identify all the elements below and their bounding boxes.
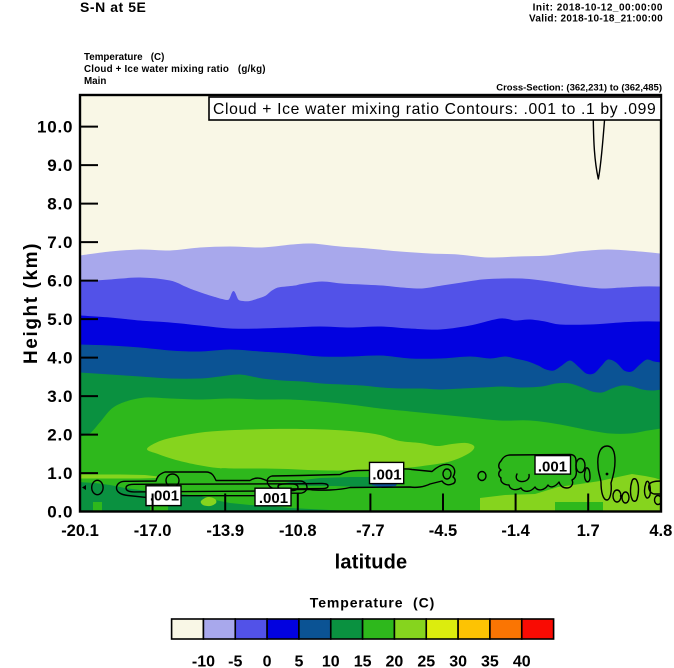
- svg-text:15: 15: [354, 653, 372, 668]
- svg-text:4.0: 4.0: [47, 349, 73, 368]
- svg-text:S-N at 5E: S-N at 5E: [80, 0, 146, 15]
- svg-text:3.0: 3.0: [47, 387, 73, 406]
- svg-text:1.0: 1.0: [47, 464, 73, 483]
- svg-text:Valid: 2018-10-18_21:00:00: Valid: 2018-10-18_21:00:00: [529, 14, 663, 25]
- svg-text:.001: .001: [150, 487, 179, 504]
- svg-text:-5: -5: [228, 653, 242, 668]
- svg-text:-17.0: -17.0: [134, 522, 172, 540]
- svg-text:.001: .001: [372, 467, 401, 484]
- svg-text:-10.8: -10.8: [279, 522, 317, 540]
- svg-text:40: 40: [513, 653, 531, 668]
- svg-text:10.0: 10.0: [37, 118, 73, 137]
- svg-text:latitude: latitude: [335, 552, 408, 574]
- svg-text:Cloud + Ice water mixing ratio: Cloud + Ice water mixing ratio (g/kg): [84, 64, 266, 75]
- svg-text:Height (km): Height (km): [21, 242, 42, 364]
- svg-text:-10: -10: [192, 653, 215, 668]
- svg-text:.001: .001: [538, 458, 567, 475]
- svg-text:10: 10: [322, 653, 340, 668]
- svg-text:-1.4: -1.4: [501, 522, 530, 540]
- svg-text:-7.7: -7.7: [356, 522, 384, 540]
- svg-text:Cross-Section: (362,231) to (3: Cross-Section: (362,231) to (362,485): [496, 83, 662, 94]
- svg-text:7.0: 7.0: [47, 233, 73, 252]
- svg-text:Cloud + Ice water mixing ratio: Cloud + Ice water mixing ratio Contours:…: [213, 101, 656, 118]
- svg-text:30: 30: [449, 653, 467, 668]
- svg-text:25: 25: [417, 653, 435, 668]
- svg-text:2.0: 2.0: [47, 426, 73, 445]
- svg-text:5.0: 5.0: [47, 310, 73, 329]
- svg-text:.001: .001: [259, 490, 288, 507]
- svg-text:6.0: 6.0: [47, 272, 73, 291]
- svg-text:-13.9: -13.9: [206, 522, 244, 540]
- svg-text:Temperature (C): Temperature (C): [310, 595, 435, 611]
- svg-text:0: 0: [263, 653, 272, 668]
- svg-text:-4.5: -4.5: [429, 522, 457, 540]
- svg-text:0.0: 0.0: [47, 503, 73, 522]
- svg-text:4.8: 4.8: [649, 522, 672, 540]
- svg-text:35: 35: [481, 653, 499, 668]
- svg-text:Temperature (C): Temperature (C): [84, 52, 164, 63]
- svg-text:9.0: 9.0: [47, 156, 73, 175]
- svg-text:5: 5: [294, 653, 303, 668]
- svg-text:Main: Main: [84, 76, 106, 87]
- svg-text:-20.1: -20.1: [61, 522, 99, 540]
- svg-text:20: 20: [386, 653, 404, 668]
- svg-text:8.0: 8.0: [47, 195, 73, 214]
- svg-text:Init: 2018-10-12_00:00:00: Init: 2018-10-12_00:00:00: [533, 3, 663, 14]
- svg-text:1.7: 1.7: [577, 522, 600, 540]
